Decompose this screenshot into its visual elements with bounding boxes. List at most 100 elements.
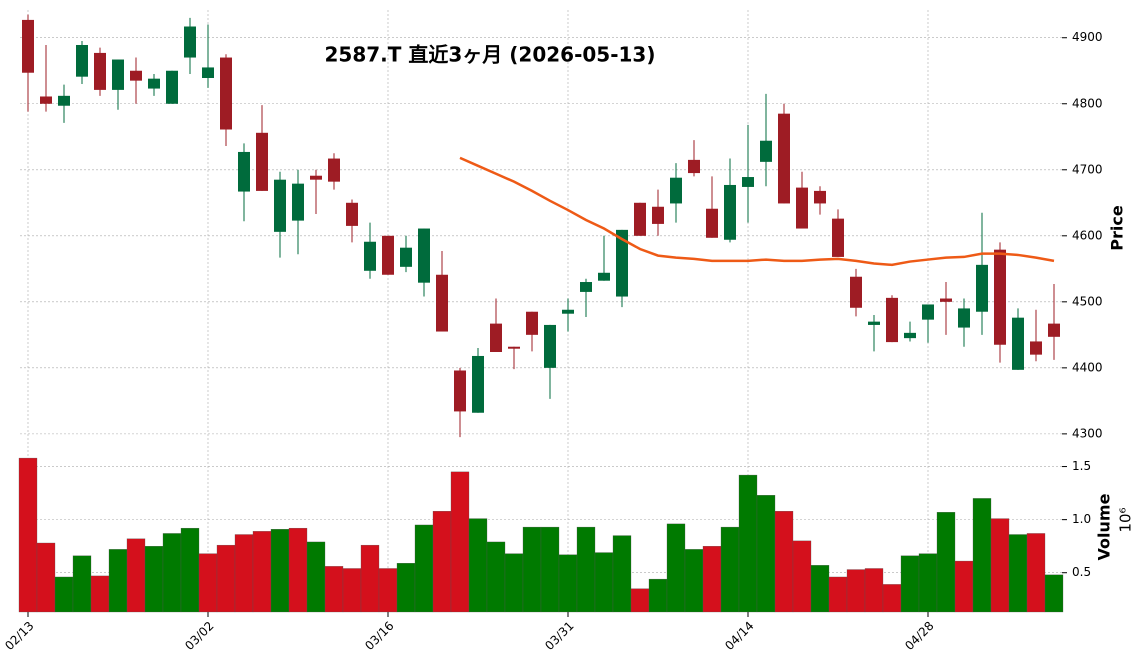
volume-bar bbox=[90, 575, 110, 613]
candle-body bbox=[958, 308, 970, 328]
volume-bar bbox=[180, 527, 200, 613]
y-tick-label: 1.5 bbox=[1072, 459, 1091, 473]
candle-body bbox=[94, 52, 106, 90]
candle-body bbox=[688, 159, 700, 174]
candle-body bbox=[202, 67, 214, 79]
volume-bar bbox=[108, 549, 128, 613]
volume-bar bbox=[414, 524, 434, 613]
candle-body bbox=[382, 235, 394, 275]
candle-body bbox=[472, 355, 484, 413]
candle-body bbox=[832, 218, 844, 257]
volume-bar bbox=[216, 544, 236, 613]
candle-body bbox=[814, 190, 826, 204]
candle-body bbox=[940, 298, 952, 302]
moving-average-line bbox=[459, 156, 1055, 267]
volume-bar bbox=[756, 495, 776, 613]
volume-bar bbox=[126, 538, 146, 613]
candle-body bbox=[58, 95, 70, 106]
volume-bar bbox=[738, 474, 758, 613]
volume-bar bbox=[900, 555, 920, 613]
volume-bar bbox=[702, 546, 722, 613]
volume-bar bbox=[36, 542, 56, 613]
candle-body bbox=[238, 151, 250, 192]
candle-body bbox=[130, 70, 142, 81]
candle-body bbox=[346, 202, 358, 226]
volume-bar bbox=[972, 498, 992, 613]
volume-bar bbox=[594, 552, 614, 613]
volume-bar bbox=[234, 534, 254, 613]
volume-bar bbox=[306, 541, 326, 613]
candle-body bbox=[1048, 323, 1060, 337]
candle-body bbox=[922, 304, 934, 320]
volume-bar bbox=[486, 541, 506, 613]
candle-body bbox=[778, 113, 790, 204]
volume-bar bbox=[720, 526, 740, 613]
candle-body bbox=[40, 96, 52, 104]
volume-bar bbox=[1044, 574, 1064, 613]
volume-bar bbox=[954, 560, 974, 613]
candle-body bbox=[598, 272, 610, 281]
candle-body bbox=[454, 370, 466, 412]
volume-bar bbox=[828, 576, 848, 613]
volume-bar bbox=[864, 568, 884, 613]
candle-body bbox=[760, 140, 772, 162]
y-tick-label: 4400 bbox=[1072, 360, 1103, 374]
y-tick-label: 4300 bbox=[1072, 426, 1103, 440]
volume-bar bbox=[144, 546, 164, 613]
volume-bar bbox=[288, 527, 308, 613]
volume-bar bbox=[810, 565, 830, 613]
chart-title: 2587.T 直近3ヶ月 (2026-05-13) bbox=[325, 43, 656, 67]
volume-bar bbox=[198, 553, 218, 613]
candle-body bbox=[436, 274, 448, 332]
volume-bar bbox=[612, 535, 632, 613]
candle-body bbox=[364, 241, 376, 271]
volume-bar bbox=[342, 568, 362, 613]
candle-body bbox=[76, 44, 88, 77]
volume-bar bbox=[648, 578, 668, 613]
volume-bar bbox=[468, 518, 488, 613]
candle-body bbox=[994, 249, 1006, 345]
volume-bar bbox=[882, 584, 902, 613]
candle-body bbox=[328, 158, 340, 182]
volume-bar bbox=[792, 540, 812, 613]
candle-body bbox=[256, 132, 268, 191]
candle-body bbox=[184, 26, 196, 58]
candle-body bbox=[22, 19, 34, 73]
volume-bar bbox=[504, 553, 524, 613]
volume-bar bbox=[396, 563, 416, 613]
volume-offset-label: 10⁶ bbox=[1117, 507, 1135, 532]
x-tick-label: 04/14 bbox=[722, 619, 756, 653]
volume-bar bbox=[162, 533, 182, 613]
candle-body bbox=[904, 332, 916, 339]
volume-bar bbox=[72, 555, 92, 613]
candle-body bbox=[166, 70, 178, 104]
candle-body bbox=[112, 59, 124, 90]
volume-bar bbox=[936, 512, 956, 613]
candle-body bbox=[292, 183, 304, 221]
candle-body bbox=[400, 247, 412, 267]
candle-body bbox=[508, 346, 520, 349]
volume-axis-label: Volume bbox=[1095, 493, 1114, 560]
x-tick-label: 02/13 bbox=[2, 619, 36, 653]
volume-bar bbox=[846, 569, 866, 613]
candle-body bbox=[652, 206, 664, 224]
x-tick-label: 03/31 bbox=[542, 619, 576, 653]
volume-bar bbox=[774, 510, 794, 613]
candle-body bbox=[670, 177, 682, 204]
volume-bar bbox=[360, 544, 380, 613]
candle-body bbox=[580, 282, 592, 292]
candle-body bbox=[418, 228, 430, 283]
volume-bar bbox=[918, 553, 938, 613]
candle-body bbox=[742, 177, 754, 187]
volume-bar bbox=[540, 526, 560, 613]
candle-body bbox=[724, 184, 736, 240]
y-tick-label: 4600 bbox=[1072, 228, 1103, 242]
candle-body bbox=[526, 311, 538, 335]
volume-bar bbox=[252, 531, 272, 613]
y-tick-label: 0.5 bbox=[1072, 565, 1091, 579]
y-tick-label: 4800 bbox=[1072, 96, 1103, 110]
volume-bar bbox=[558, 554, 578, 613]
candle-body bbox=[616, 229, 628, 297]
candle-body bbox=[490, 323, 502, 353]
